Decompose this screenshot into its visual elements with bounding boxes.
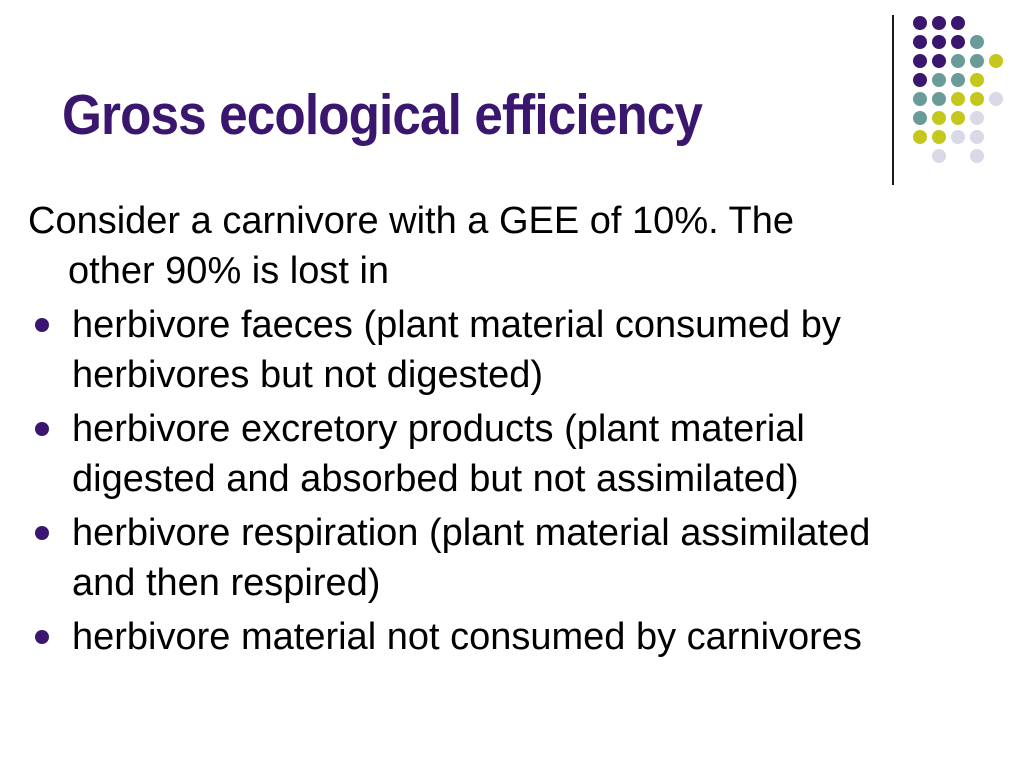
list-item: herbivore faeces (plant material consume…: [28, 300, 988, 400]
list-item: herbivore material not consumed by carni…: [28, 612, 988, 662]
lavender-dot-icon: [970, 149, 984, 163]
list-item-text: herbivore respiration (plant material as…: [72, 512, 871, 554]
purple-dot-icon: [932, 35, 946, 49]
bullet-icon: [35, 526, 49, 540]
teal-dot-icon: [913, 92, 927, 106]
purple-dot-icon: [913, 54, 927, 68]
intro-line: Consider a carnivore with a GEE of 10%. …: [28, 200, 795, 242]
purple-dot-icon: [913, 73, 927, 87]
yellow-dot-icon: [913, 130, 927, 144]
yellow-dot-icon: [970, 73, 984, 87]
yellow-dot-icon: [932, 111, 946, 125]
teal-dot-icon: [913, 111, 927, 125]
list-item: herbivore respiration (plant material as…: [28, 508, 988, 608]
intro-paragraph: Consider a carnivore with a GEE of 10%. …: [28, 196, 988, 296]
yellow-dot-icon: [989, 54, 1003, 68]
intro-line: other 90% is lost in: [68, 250, 390, 292]
yellow-dot-icon: [951, 92, 965, 106]
purple-dot-icon: [951, 35, 965, 49]
list-item-text: herbivore material not consumed by carni…: [72, 616, 862, 658]
yellow-dot-icon: [970, 92, 984, 106]
bullet-icon: [35, 318, 49, 332]
purple-dot-icon: [932, 54, 946, 68]
teal-dot-icon: [970, 35, 984, 49]
lavender-dot-icon: [932, 149, 946, 163]
lavender-dot-icon: [951, 130, 965, 144]
list-item-text: digested and absorbed but not assimilate…: [72, 458, 799, 500]
teal-dot-icon: [951, 54, 965, 68]
teal-dot-icon: [951, 73, 965, 87]
lavender-dot-icon: [970, 130, 984, 144]
teal-dot-icon: [932, 73, 946, 87]
lavender-dot-icon: [970, 111, 984, 125]
purple-dot-icon: [932, 16, 946, 30]
purple-dot-icon: [951, 16, 965, 30]
teal-dot-icon: [970, 54, 984, 68]
purple-dot-icon: [913, 35, 927, 49]
purple-dot-icon: [913, 16, 927, 30]
yellow-dot-icon: [932, 130, 946, 144]
yellow-dot-icon: [951, 111, 965, 125]
vertical-divider-line: [892, 15, 894, 185]
lavender-dot-icon: [989, 92, 1003, 106]
list-item-text: herbivore faeces (plant material consume…: [72, 304, 841, 346]
slide-body: Consider a carnivore with a GEE of 10%. …: [28, 196, 988, 662]
teal-dot-icon: [932, 92, 946, 106]
list-item: herbivore excretory products (plant mate…: [28, 404, 988, 504]
bullet-icon: [35, 422, 49, 436]
bullet-icon: [35, 630, 49, 644]
list-item-text: herbivore excretory products (plant mate…: [72, 408, 805, 450]
list-item-text: and then respired): [72, 562, 381, 604]
list-item-text: herbivores but not digested): [72, 354, 544, 396]
slide-title: Gross ecological efficiency: [62, 83, 703, 147]
